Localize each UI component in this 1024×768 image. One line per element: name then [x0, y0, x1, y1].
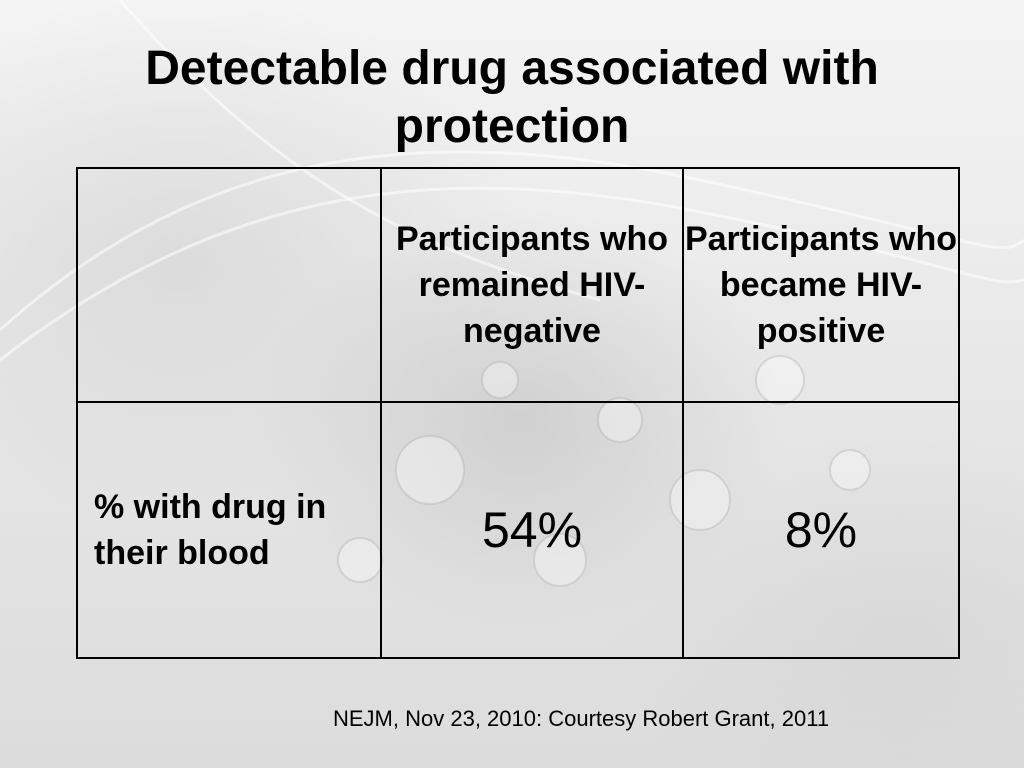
value-hiv-positive: 8% — [682, 401, 960, 659]
citation-text: NEJM, Nov 23, 2010: Courtesy Robert Gran… — [333, 706, 830, 731]
table-row: % with drug in their blood 54% 8% — [76, 401, 960, 659]
table-header-empty-cell — [76, 167, 382, 403]
column-header-hiv-negative: Participants who remained HIV-negative — [380, 167, 684, 403]
value-hiv-negative: 54% — [380, 401, 684, 659]
results-table: Participants who remained HIV-negative P… — [76, 167, 960, 659]
slide-title-line-1: Detectable drug associated with — [145, 42, 879, 95]
slide-title: Detectable drug associated with protecti… — [0, 40, 1024, 156]
row-label-drug-in-blood: % with drug in their blood — [76, 401, 382, 659]
slide-title-line-2: protection — [394, 100, 630, 153]
column-header-hiv-positive: Participants who became HIV-positive — [682, 167, 960, 403]
table-header-row: Participants who remained HIV-negative P… — [76, 167, 960, 403]
